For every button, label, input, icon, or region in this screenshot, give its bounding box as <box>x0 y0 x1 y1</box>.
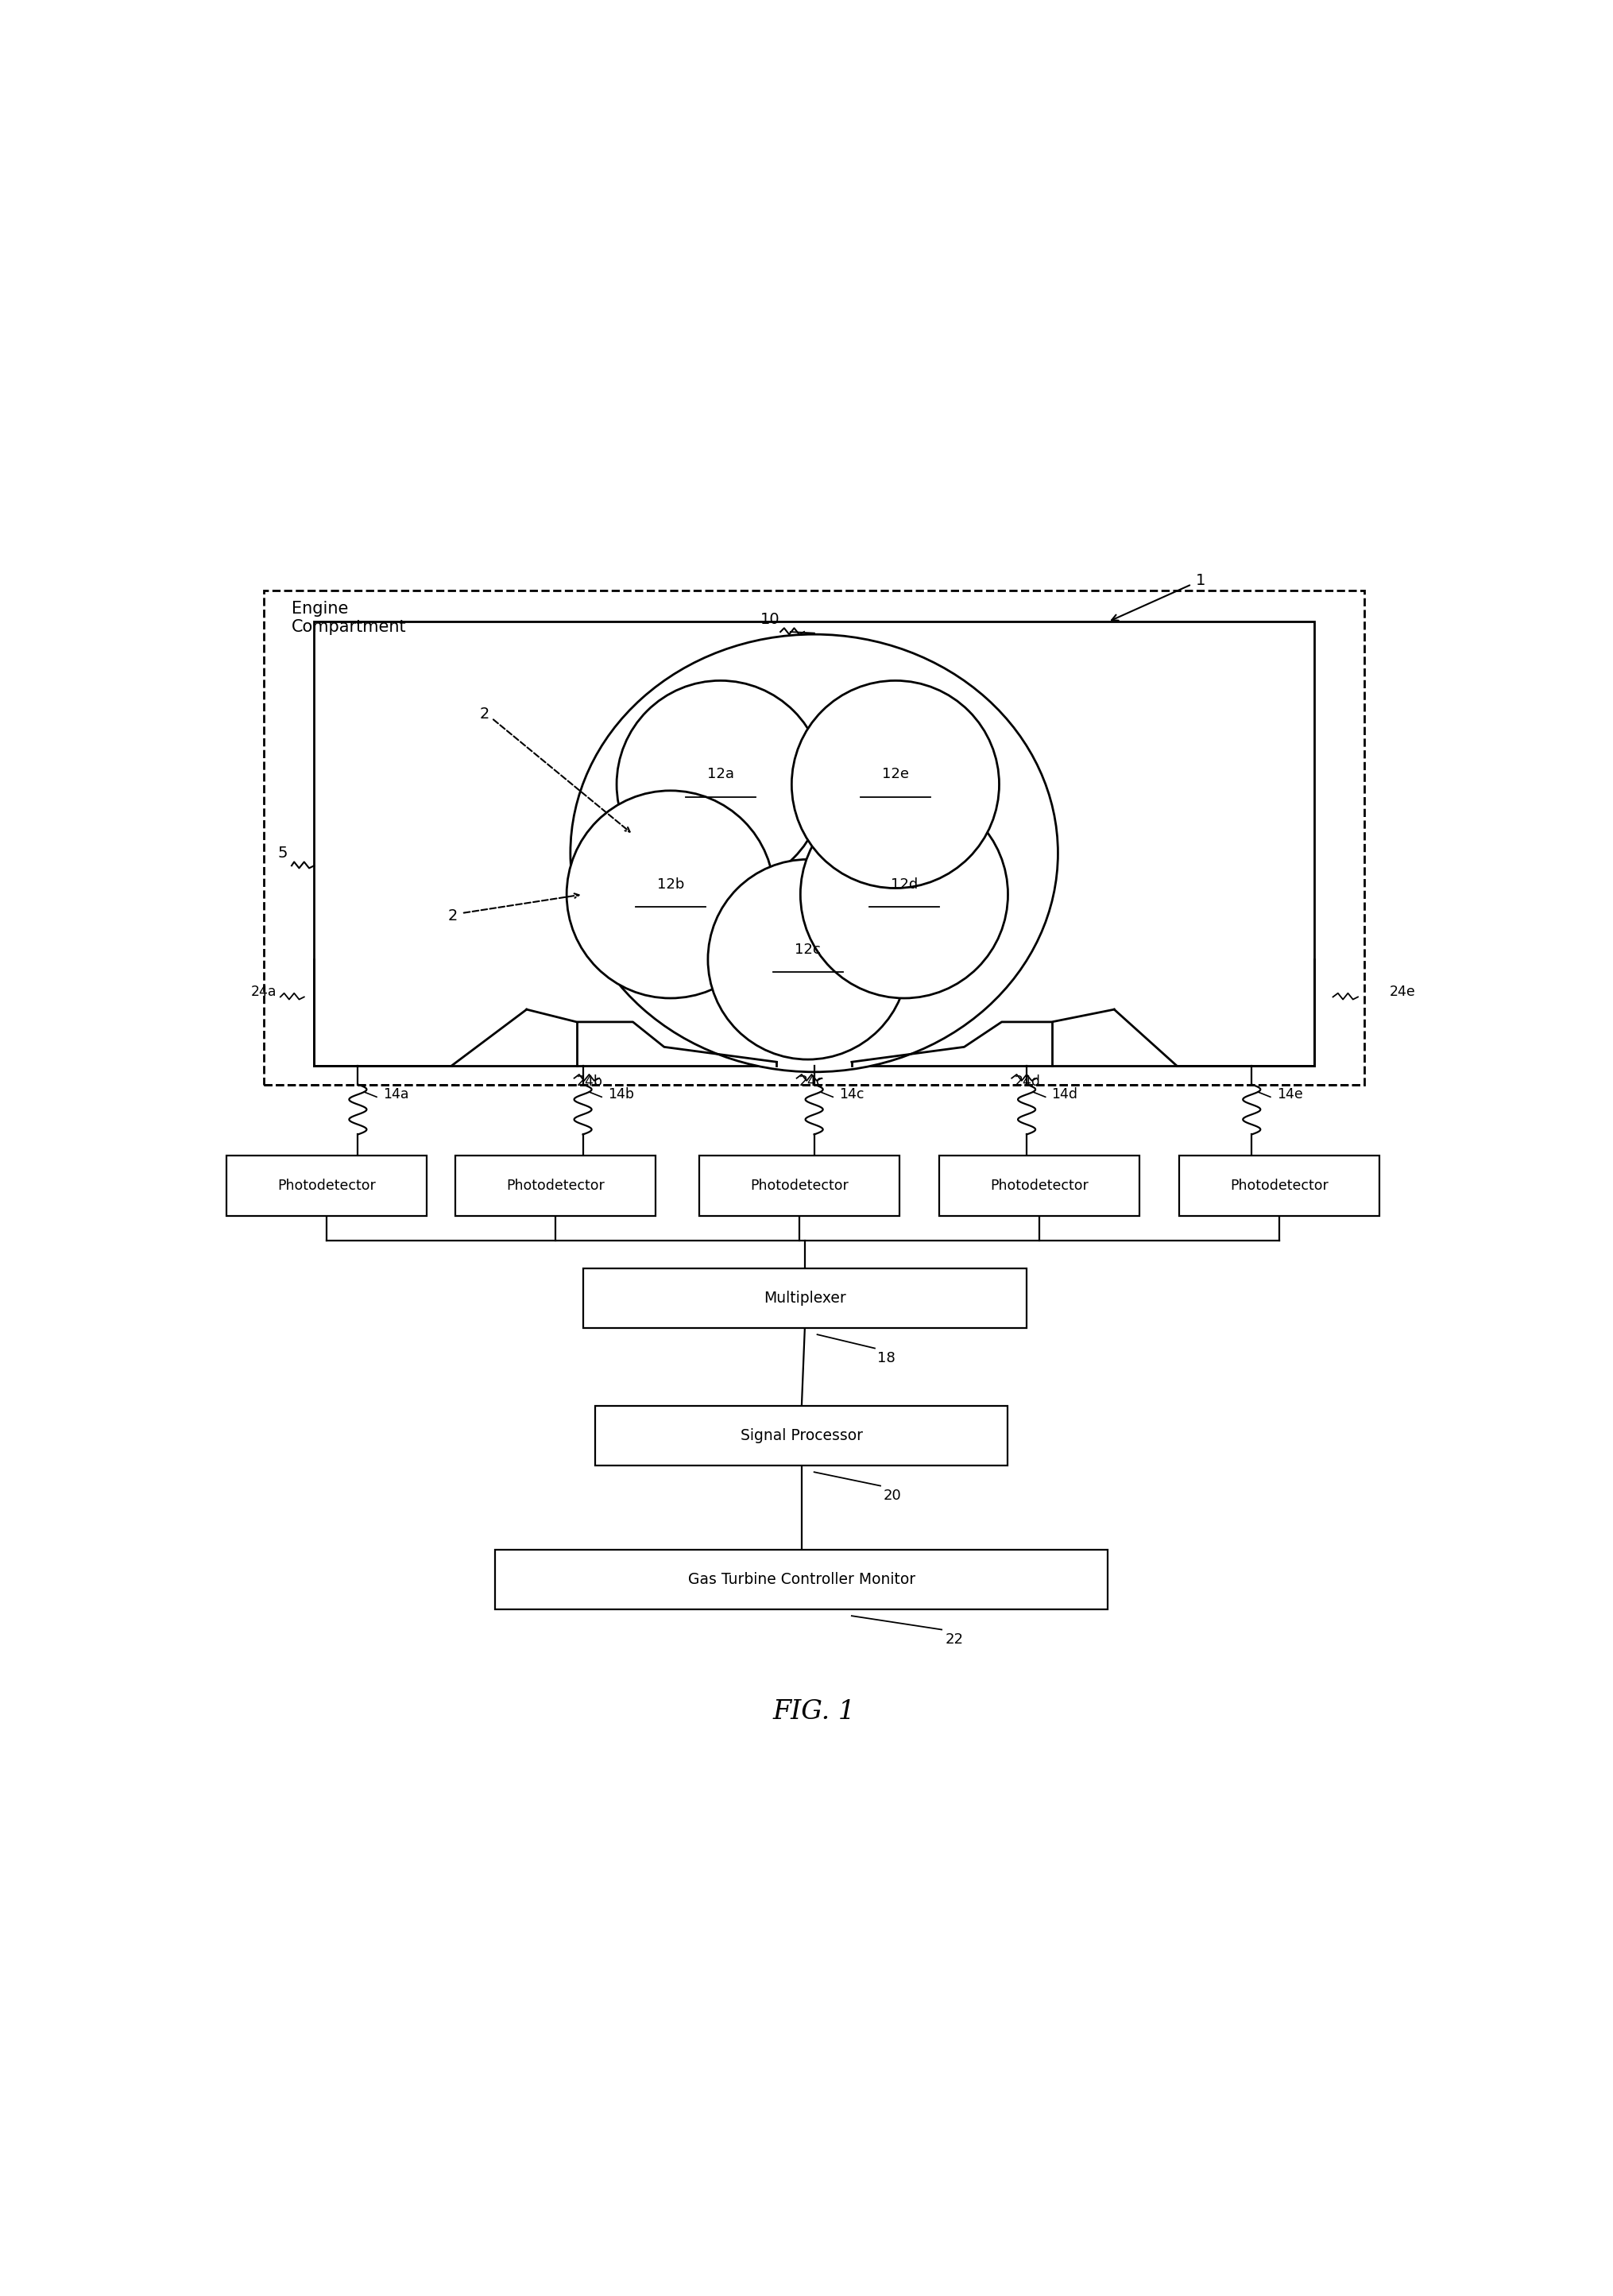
Text: Gas Turbine Controller Monitor: Gas Turbine Controller Monitor <box>689 1573 915 1587</box>
Text: Photodetector: Photodetector <box>990 1178 1089 1194</box>
Bar <box>226 1155 426 1217</box>
Bar <box>315 622 1315 1065</box>
Text: 22: 22 <box>945 1632 963 1646</box>
Bar <box>1179 1155 1379 1217</box>
Text: FIG. 1: FIG. 1 <box>773 1699 855 1724</box>
Text: Photodetector: Photodetector <box>1231 1178 1329 1194</box>
Circle shape <box>616 680 824 889</box>
Text: 10: 10 <box>761 611 781 627</box>
Bar <box>455 1155 655 1217</box>
Text: 12b: 12b <box>656 877 684 891</box>
Bar <box>698 1155 898 1217</box>
Text: 12d: 12d <box>890 877 918 891</box>
Text: 14e: 14e <box>1276 1088 1303 1102</box>
Text: 18: 18 <box>877 1350 895 1366</box>
Bar <box>939 1155 1139 1217</box>
Text: 14d: 14d <box>1052 1088 1077 1102</box>
Text: 14b: 14b <box>608 1088 634 1102</box>
Text: 24d: 24d <box>1015 1075 1040 1088</box>
Bar <box>582 1267 1026 1329</box>
Text: Photodetector: Photodetector <box>277 1178 376 1194</box>
Circle shape <box>800 790 1008 999</box>
Text: 20: 20 <box>882 1488 902 1502</box>
Text: 12c: 12c <box>795 941 821 957</box>
Text: 2: 2 <box>448 909 458 923</box>
Bar <box>265 590 1365 1084</box>
Bar <box>495 1550 1108 1609</box>
Circle shape <box>566 790 774 999</box>
Circle shape <box>792 680 998 889</box>
Text: 24e: 24e <box>1389 985 1415 999</box>
Text: 12e: 12e <box>882 767 908 781</box>
Ellipse shape <box>571 634 1058 1072</box>
Text: 12a: 12a <box>706 767 734 781</box>
Text: 14c: 14c <box>839 1088 865 1102</box>
Text: 5: 5 <box>277 845 287 861</box>
Text: 14a: 14a <box>382 1088 408 1102</box>
Text: Photodetector: Photodetector <box>506 1178 605 1194</box>
Text: 24a: 24a <box>250 985 277 999</box>
Text: 24b: 24b <box>576 1075 603 1088</box>
Circle shape <box>708 859 908 1058</box>
Bar <box>595 1405 1008 1465</box>
Text: Engine
Compartment: Engine Compartment <box>292 602 406 636</box>
Text: 1: 1 <box>1195 574 1205 588</box>
Text: 2: 2 <box>479 707 489 721</box>
Text: Signal Processor: Signal Processor <box>740 1428 863 1444</box>
Text: 24c: 24c <box>798 1075 824 1088</box>
Text: Photodetector: Photodetector <box>750 1178 848 1194</box>
Text: Multiplexer: Multiplexer <box>763 1290 845 1306</box>
